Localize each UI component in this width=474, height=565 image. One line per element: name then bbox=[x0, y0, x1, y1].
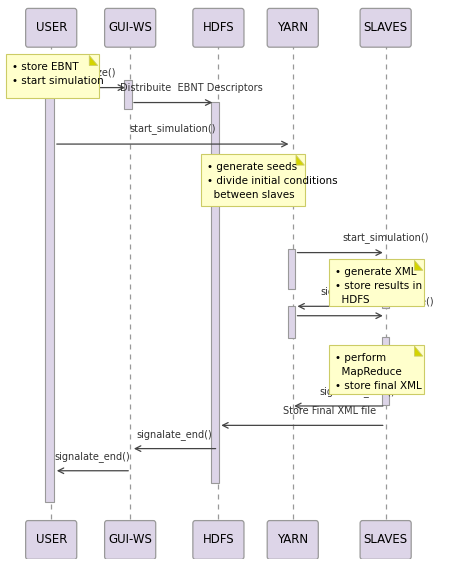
Text: • perform
  MapReduce
• store final XML: • perform MapReduce • store final XML bbox=[335, 353, 421, 391]
Polygon shape bbox=[414, 346, 423, 356]
Text: signalate_end(): signalate_end() bbox=[319, 386, 395, 397]
Text: • generate seeds
• divide initial conditions
  between slaves: • generate seeds • divide initial condit… bbox=[207, 162, 337, 200]
Text: SLAVES: SLAVES bbox=[364, 21, 408, 34]
Text: GUI-WS: GUI-WS bbox=[108, 21, 152, 34]
Text: USER: USER bbox=[36, 533, 67, 546]
FancyBboxPatch shape bbox=[360, 8, 411, 47]
FancyBboxPatch shape bbox=[193, 8, 244, 47]
FancyBboxPatch shape bbox=[382, 337, 389, 405]
Text: signalate_end(): signalate_end() bbox=[321, 286, 397, 297]
FancyBboxPatch shape bbox=[201, 154, 305, 206]
Text: signalate_end(): signalate_end() bbox=[55, 451, 130, 462]
FancyBboxPatch shape bbox=[329, 345, 424, 394]
FancyBboxPatch shape bbox=[124, 80, 132, 108]
Polygon shape bbox=[296, 155, 304, 165]
Polygon shape bbox=[414, 260, 423, 270]
FancyBboxPatch shape bbox=[105, 520, 155, 559]
Polygon shape bbox=[89, 55, 98, 66]
FancyBboxPatch shape bbox=[382, 266, 389, 308]
Text: Distribuite  EBNT Descriptors: Distribuite EBNT Descriptors bbox=[120, 82, 263, 93]
Text: Store Final XML file: Store Final XML file bbox=[283, 406, 376, 416]
FancyBboxPatch shape bbox=[193, 520, 244, 559]
Text: • store EBNT
• start simulation: • store EBNT • start simulation bbox=[12, 62, 103, 86]
Text: USER: USER bbox=[36, 21, 67, 34]
Text: start mapReduce(): start mapReduce() bbox=[342, 297, 434, 307]
Text: SLAVES: SLAVES bbox=[364, 533, 408, 546]
Text: start_simulation(): start_simulation() bbox=[342, 232, 429, 242]
FancyBboxPatch shape bbox=[360, 520, 411, 559]
FancyBboxPatch shape bbox=[288, 249, 295, 289]
FancyBboxPatch shape bbox=[26, 520, 77, 559]
FancyBboxPatch shape bbox=[267, 520, 318, 559]
FancyBboxPatch shape bbox=[26, 8, 77, 47]
FancyBboxPatch shape bbox=[267, 8, 318, 47]
Text: initialize(): initialize() bbox=[67, 68, 115, 77]
Text: • generate XML
• store results in
  HDFS: • generate XML • store results in HDFS bbox=[335, 267, 422, 305]
Text: HDFS: HDFS bbox=[202, 533, 234, 546]
Text: start_simulation(): start_simulation() bbox=[129, 123, 216, 134]
FancyBboxPatch shape bbox=[45, 80, 55, 502]
FancyBboxPatch shape bbox=[6, 54, 99, 98]
Text: signalate_end(): signalate_end() bbox=[137, 429, 213, 440]
FancyBboxPatch shape bbox=[105, 8, 155, 47]
Text: HDFS: HDFS bbox=[202, 21, 234, 34]
Text: YARN: YARN bbox=[277, 21, 308, 34]
FancyBboxPatch shape bbox=[211, 102, 219, 484]
FancyBboxPatch shape bbox=[288, 306, 295, 338]
Text: GUI-WS: GUI-WS bbox=[108, 533, 152, 546]
FancyBboxPatch shape bbox=[329, 259, 424, 306]
Text: YARN: YARN bbox=[277, 533, 308, 546]
